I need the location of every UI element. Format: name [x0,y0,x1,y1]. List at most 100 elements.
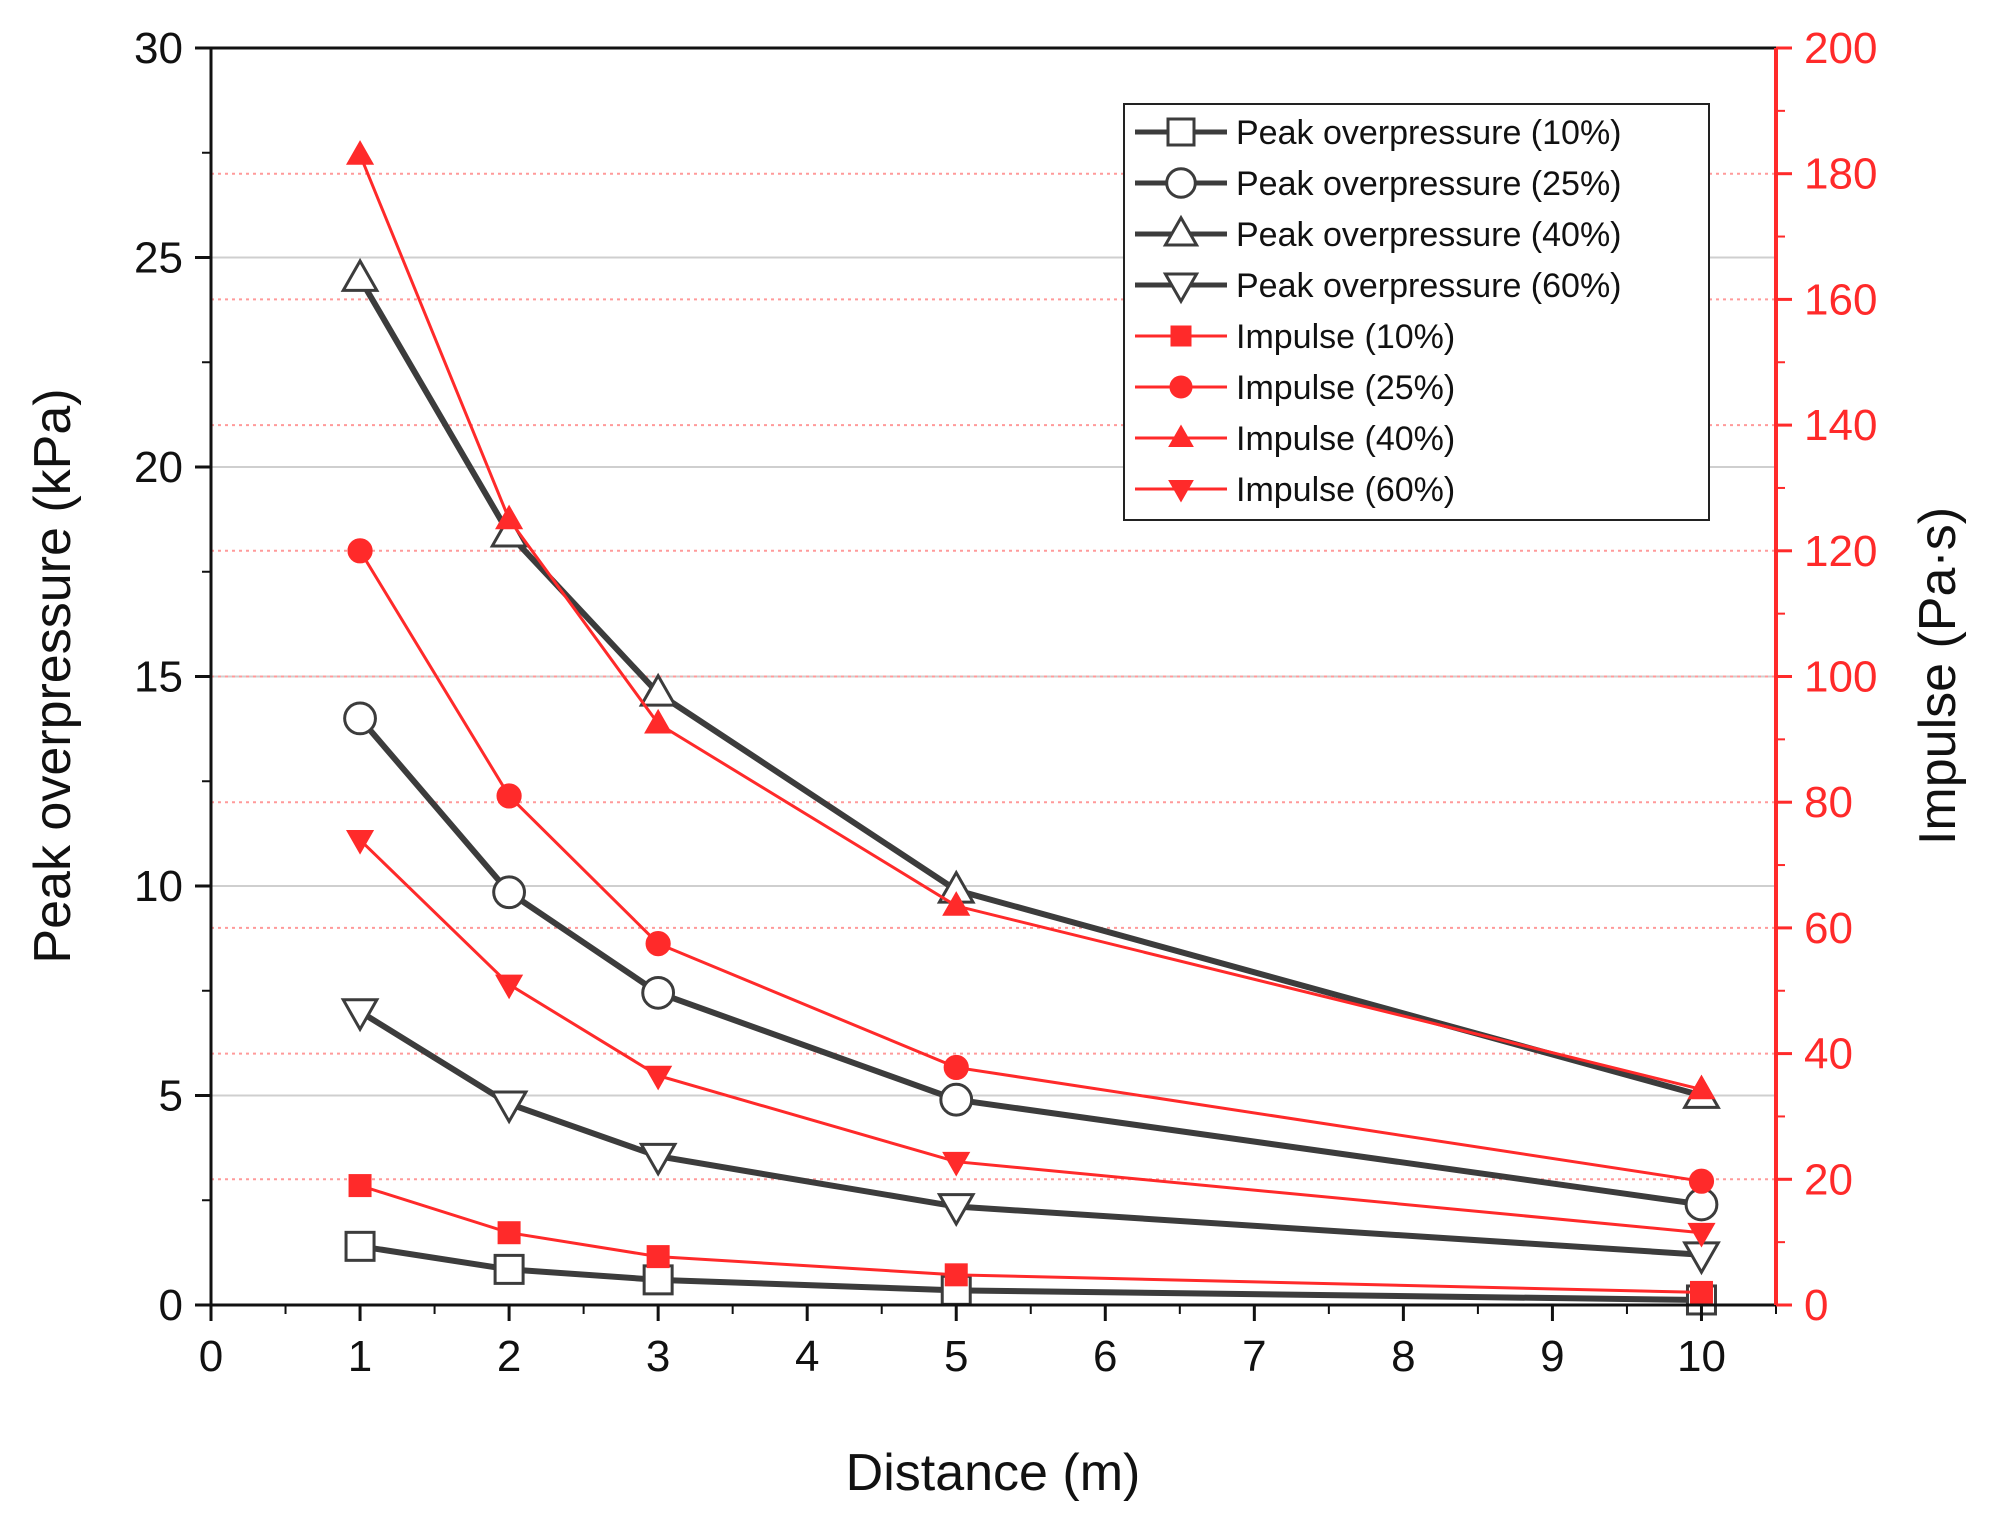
legend-marker [1168,424,1194,447]
series-line [358,550,1702,1183]
x-tick-label: 1 [348,1332,372,1381]
legend: Peak overpressure (10%) Peak overpressure… [1123,103,1710,521]
legend-marker [1170,325,1192,347]
series-impulse [345,140,1716,1100]
data-point [936,1193,976,1228]
y-tick-label: 5 [159,1072,183,1121]
legend-marker [1166,117,1196,147]
data-point [497,1221,521,1245]
series-impulse [347,538,1715,1194]
data-point [495,504,524,530]
legend-label: Peak overpressure (10%) [1236,114,1622,152]
legend-marker [1169,375,1193,399]
y2-tick-label: 180 [1804,150,1877,199]
y2-tick-label: 100 [1804,653,1877,702]
data-point [644,1065,673,1091]
x-axis-title: Distance (m) [846,1444,1141,1502]
y2-tick-label: 0 [1804,1281,1828,1330]
y2-tick-label: 40 [1804,1030,1853,1079]
legend-marker [1162,272,1200,305]
legend-entry: Peak overpressure (25%) [1135,165,1622,203]
y2-tick-label: 140 [1804,401,1877,450]
series-line [359,1243,1702,1303]
legend-entry: Impulse (60%) [1135,471,1455,509]
axes [195,46,1792,1321]
series-impulse [348,1174,1713,1304]
y-tick-label: 0 [159,1281,183,1330]
data-point [641,975,676,1010]
legend-marker [1168,480,1194,503]
legend-entry: Impulse (40%) [1135,420,1455,458]
data-point [340,257,380,292]
y-tick-label: 30 [134,24,183,73]
data-point [348,1174,372,1198]
data-point [347,538,373,564]
data-point [638,672,678,707]
legend-label: Peak overpressure (60%) [1236,267,1622,305]
data-point [644,708,673,734]
x-tick-label: 7 [1242,1332,1266,1381]
y-axis-title: Peak overpressure (kPa) [24,388,82,963]
data-point [642,1264,674,1296]
y2-tick-label: 200 [1804,24,1877,73]
data-point [343,701,377,736]
x-tick-label: 4 [795,1332,819,1381]
data-point [1687,1222,1716,1248]
legend-label: Impulse (60%) [1236,471,1455,509]
legend-label: Peak overpressure (25%) [1236,165,1622,203]
x-tick-label: 5 [944,1332,968,1381]
legend-marker [1165,167,1197,199]
data-point [944,1263,968,1287]
data-point [942,1151,971,1177]
data-point [1687,1074,1716,1100]
y2-axis-title: Impulse (Pa·s) [1909,507,1967,845]
series-line [358,1009,1702,1258]
legend-label: Impulse (40%) [1236,420,1455,458]
legend-entry: Impulse (10%) [1135,318,1455,356]
data-point [942,891,971,916]
data-point [943,1054,969,1081]
data-point [493,1253,525,1285]
y2-tick-label: 160 [1804,275,1877,324]
legend-entry: Peak overpressure (10%) [1135,114,1622,152]
y-tick-label: 10 [134,862,183,911]
x-tick-label: 9 [1540,1332,1564,1381]
data-point [489,1090,529,1125]
legend-box [1123,103,1710,521]
legend-label: Impulse (10%) [1236,318,1455,356]
data-point [939,1082,974,1117]
y-tick-label: 25 [134,234,183,283]
data-point [645,931,671,957]
x-tick-label: 3 [646,1332,670,1381]
tick-labels: 0 1 2 3 4 5 6 7 8 9 100510152025300204060801001201… [134,24,1877,1381]
x-tick-label: 2 [497,1332,521,1381]
x-tick-label: 6 [1093,1332,1117,1381]
series-overpressure [343,701,1719,1222]
legend-entry: Impulse (25%) [1135,369,1455,407]
data-point [1688,1168,1715,1194]
x-tick-label: 10 [1677,1332,1726,1381]
legend-entry: Peak overpressure (40%) [1135,214,1622,254]
data-point [344,1230,376,1262]
series-line [357,716,1702,1208]
data-point [495,974,524,1000]
y2-tick-label: 80 [1804,778,1853,827]
y2-tick-label: 60 [1804,904,1853,953]
data-point [1689,1280,1713,1304]
data-point [492,875,526,910]
y-tick-label: 20 [134,443,183,492]
legend-label: Peak overpressure (40%) [1236,216,1622,254]
legend-marker [1162,214,1200,247]
y2-tick-label: 20 [1804,1155,1853,1204]
data-point [638,1142,678,1177]
series-overpressure [340,257,1721,1109]
data-point [646,1245,670,1269]
data-point [345,140,375,165]
x-tick-label: 8 [1391,1332,1415,1381]
x-tick-label: 0 [199,1332,223,1381]
data-point [345,830,375,855]
legend-entry: Peak overpressure (60%) [1135,267,1622,305]
legend-label: Impulse (25%) [1236,369,1455,407]
plot-series [340,140,1721,1316]
